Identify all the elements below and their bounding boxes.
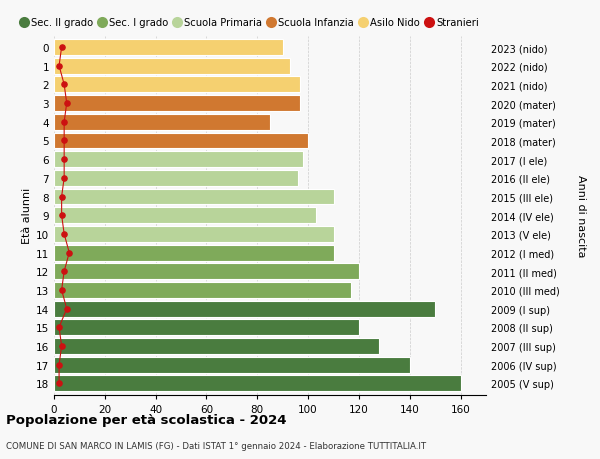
Bar: [54, 264, 359, 280]
Point: [57, 342, 67, 350]
Text: Popolazione per età scolastica - 2024: Popolazione per età scolastica - 2024: [6, 413, 287, 426]
Point: [59, 137, 69, 145]
Bar: [54, 226, 334, 242]
Point: [59, 268, 69, 275]
Point: [54, 324, 64, 331]
Point: [57, 193, 67, 201]
Point: [59, 82, 69, 89]
Bar: [54, 208, 316, 224]
Bar: [54, 133, 308, 149]
Y-axis label: Età alunni: Età alunni: [22, 188, 32, 244]
Bar: [54, 152, 303, 168]
Text: COMUNE DI SAN MARCO IN LAMIS (FG) - Dati ISTAT 1° gennaio 2024 - Elaborazione TU: COMUNE DI SAN MARCO IN LAMIS (FG) - Dati…: [6, 441, 426, 450]
Bar: [54, 170, 298, 186]
Point: [59, 175, 69, 182]
Bar: [54, 319, 359, 336]
Point: [57, 212, 67, 219]
Bar: [54, 301, 435, 317]
Bar: [54, 357, 410, 373]
Point: [59, 231, 69, 238]
Point: [59, 156, 69, 163]
Point: [54, 361, 64, 369]
Legend: Sec. II grado, Sec. I grado, Scuola Primaria, Scuola Infanzia, Asilo Nido, Stran: Sec. II grado, Sec. I grado, Scuola Prim…: [20, 18, 479, 28]
Point: [62, 100, 71, 107]
Bar: [54, 245, 334, 261]
Bar: [54, 96, 301, 112]
Y-axis label: Anni di nascita: Anni di nascita: [576, 174, 586, 257]
Point: [64, 249, 74, 257]
Bar: [54, 77, 301, 93]
Bar: [54, 40, 283, 56]
Bar: [54, 115, 270, 130]
Point: [59, 119, 69, 126]
Point: [54, 63, 64, 70]
Bar: [54, 282, 352, 298]
Bar: [54, 189, 334, 205]
Point: [57, 44, 67, 51]
Point: [62, 305, 71, 313]
Bar: [54, 338, 379, 354]
Bar: [54, 375, 461, 392]
Bar: [54, 59, 290, 74]
Point: [57, 286, 67, 294]
Point: [54, 380, 64, 387]
